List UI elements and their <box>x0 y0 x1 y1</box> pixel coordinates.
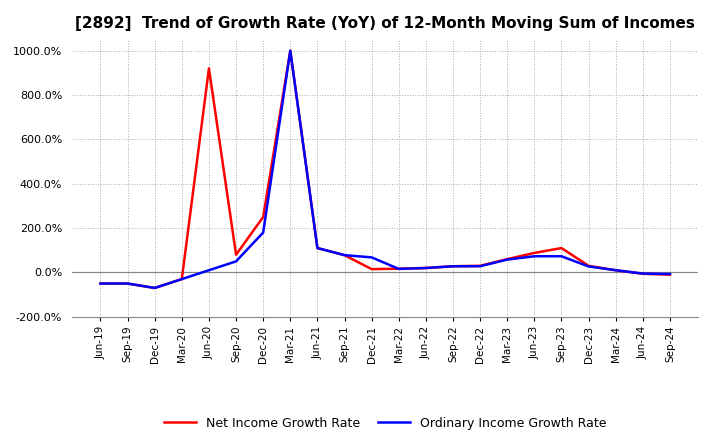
Legend: Net Income Growth Rate, Ordinary Income Growth Rate: Net Income Growth Rate, Ordinary Income … <box>159 412 611 435</box>
Net Income Growth Rate <box>150 285 159 290</box>
Net Income Growth Rate <box>503 257 511 262</box>
Ordinary Income Growth Rate <box>395 266 403 271</box>
Ordinary Income Growth Rate <box>584 264 593 269</box>
Ordinary Income Growth Rate <box>178 276 186 282</box>
Ordinary Income Growth Rate <box>123 281 132 286</box>
Net Income Growth Rate <box>123 281 132 286</box>
Ordinary Income Growth Rate <box>286 48 294 53</box>
Ordinary Income Growth Rate <box>503 257 511 262</box>
Net Income Growth Rate <box>557 246 566 251</box>
Net Income Growth Rate <box>96 281 105 286</box>
Ordinary Income Growth Rate <box>639 271 647 276</box>
Net Income Growth Rate <box>476 263 485 268</box>
Ordinary Income Growth Rate <box>530 253 539 259</box>
Net Income Growth Rate <box>449 264 457 269</box>
Line: Net Income Growth Rate: Net Income Growth Rate <box>101 51 670 288</box>
Ordinary Income Growth Rate <box>665 271 674 277</box>
Net Income Growth Rate <box>178 276 186 282</box>
Ordinary Income Growth Rate <box>421 265 430 271</box>
Title: [2892]  Trend of Growth Rate (YoY) of 12-Month Moving Sum of Incomes: [2892] Trend of Growth Rate (YoY) of 12-… <box>76 16 695 32</box>
Ordinary Income Growth Rate <box>367 255 376 260</box>
Net Income Growth Rate <box>286 48 294 53</box>
Ordinary Income Growth Rate <box>259 230 268 235</box>
Net Income Growth Rate <box>639 271 647 276</box>
Ordinary Income Growth Rate <box>204 268 213 273</box>
Net Income Growth Rate <box>232 252 240 257</box>
Net Income Growth Rate <box>665 272 674 277</box>
Net Income Growth Rate <box>421 265 430 271</box>
Net Income Growth Rate <box>259 214 268 220</box>
Ordinary Income Growth Rate <box>150 285 159 290</box>
Ordinary Income Growth Rate <box>611 268 620 273</box>
Ordinary Income Growth Rate <box>232 259 240 264</box>
Net Income Growth Rate <box>611 268 620 273</box>
Net Income Growth Rate <box>395 266 403 271</box>
Ordinary Income Growth Rate <box>313 246 322 251</box>
Net Income Growth Rate <box>341 253 349 258</box>
Net Income Growth Rate <box>530 250 539 256</box>
Ordinary Income Growth Rate <box>476 264 485 269</box>
Ordinary Income Growth Rate <box>341 253 349 258</box>
Ordinary Income Growth Rate <box>557 253 566 259</box>
Ordinary Income Growth Rate <box>449 264 457 269</box>
Net Income Growth Rate <box>584 263 593 268</box>
Line: Ordinary Income Growth Rate: Ordinary Income Growth Rate <box>101 51 670 288</box>
Net Income Growth Rate <box>367 267 376 272</box>
Ordinary Income Growth Rate <box>96 281 105 286</box>
Net Income Growth Rate <box>313 246 322 251</box>
Net Income Growth Rate <box>204 66 213 71</box>
